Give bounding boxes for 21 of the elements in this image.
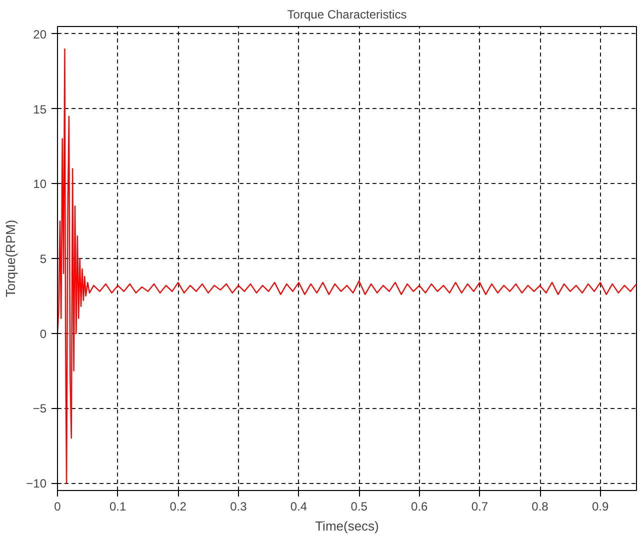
y-tick-label: 10: [33, 177, 47, 192]
x-tick-label: 0.9: [592, 500, 609, 514]
x-tick-label: 0.7: [471, 500, 488, 514]
x-tick-label: 0.8: [532, 500, 549, 514]
y-tick-label: 20: [33, 27, 47, 42]
y-tick-label: −10: [26, 476, 47, 491]
x-tick-label: 0.2: [170, 500, 187, 514]
y-tick-label: −5: [32, 402, 47, 416]
x-tick-label: 0.4: [290, 500, 308, 514]
x-axis-title: Time(secs): [315, 518, 379, 534]
x-tick-label: 0: [54, 500, 62, 514]
y-axis-title: Torque(RPM): [3, 220, 18, 298]
x-tick-label: 0.6: [411, 500, 428, 514]
y-tick-label: 0: [40, 326, 47, 341]
y-tick-label: 15: [33, 102, 47, 116]
x-tick-label: 0.5: [350, 500, 368, 514]
x-tick-label: 0.3: [230, 500, 248, 514]
line-series: [58, 48, 636, 484]
x-tick-label: 0.1: [109, 500, 126, 514]
chart-title: Torque Characteristics: [287, 8, 407, 22]
y-tick-label: 5: [40, 252, 47, 266]
